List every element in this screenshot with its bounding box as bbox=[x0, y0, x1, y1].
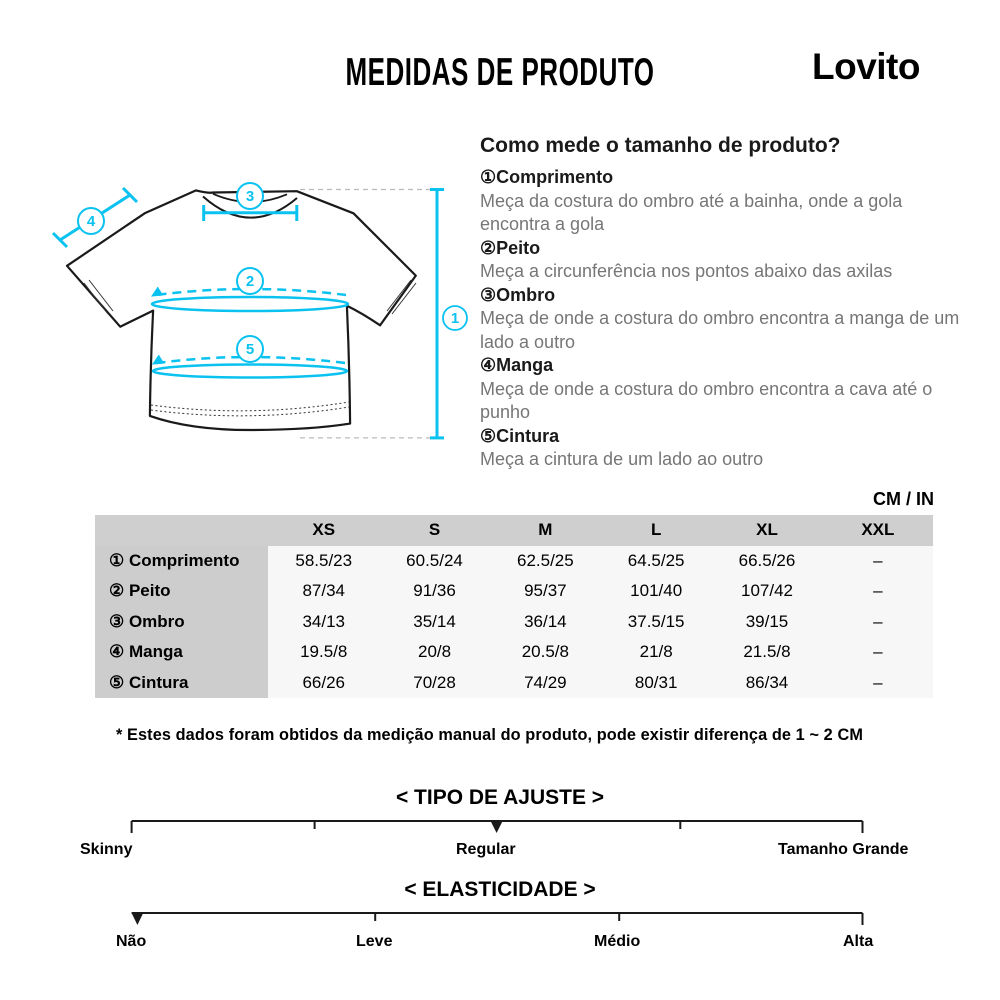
svg-text:5: 5 bbox=[246, 341, 254, 358]
svg-text:2: 2 bbox=[246, 273, 254, 290]
svg-text:1: 1 bbox=[451, 310, 459, 327]
svg-text:4: 4 bbox=[87, 213, 96, 230]
svg-text:3: 3 bbox=[246, 188, 254, 205]
